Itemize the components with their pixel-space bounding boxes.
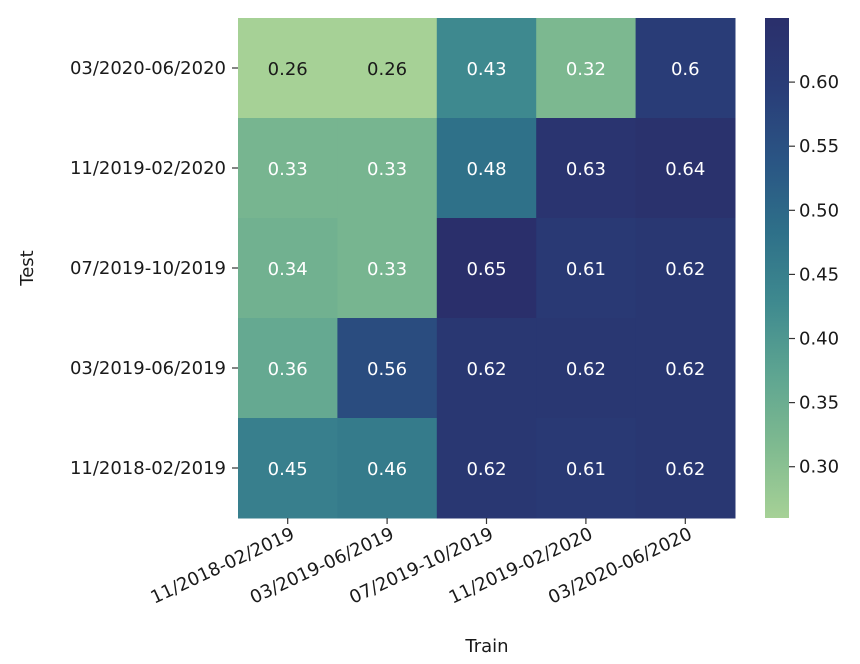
heatmap-cell [337, 418, 438, 519]
cell-value-label: 0.62 [665, 259, 705, 280]
heatmap-cell [536, 318, 637, 419]
cell-value-label: 0.26 [367, 59, 407, 80]
cell-value-label: 0.46 [367, 459, 407, 480]
heatmap-cells: 0.26 0.26 0.43 0.32 0.6 0.33 0.33 0.48 0.63 0.64 0… [238, 18, 736, 519]
colorbar-tick-label: 0.30 [799, 457, 839, 478]
cell-value-label: 0.64 [665, 159, 705, 180]
heatmap-cell [635, 418, 736, 519]
heatmap-cell [635, 18, 736, 119]
cell-value-label: 0.62 [466, 359, 506, 380]
cell-value-label: 0.63 [566, 159, 606, 180]
heatmap-cell [536, 118, 637, 219]
heatmap-cell [436, 418, 537, 519]
heatmap-cell [337, 18, 438, 119]
cell-value-label: 0.32 [566, 59, 606, 80]
y-tick-label: 11/2018-02/2019 [70, 458, 226, 479]
heatmap-cell [238, 318, 338, 419]
cell-value-label: 0.6 [671, 59, 700, 80]
colorbar-tick-label: 0.60 [799, 72, 839, 93]
y-axis: 03/2020-06/2020 11/2019-02/2020 07/2019-10… [70, 58, 238, 479]
cell-value-label: 0.62 [665, 359, 705, 380]
cell-value-label: 0.62 [466, 459, 506, 480]
y-tick-label: 11/2019-02/2020 [70, 158, 226, 179]
y-tick-label: 07/2019-10/2019 [70, 258, 226, 279]
cell-value-label: 0.33 [367, 259, 407, 280]
cell-value-label: 0.61 [566, 459, 606, 480]
heatmap-cell [635, 118, 736, 219]
colorbar-tick-label: 0.50 [799, 200, 839, 221]
heatmap-cell [436, 318, 537, 419]
heatmap-cell [536, 218, 637, 319]
heatmap-cell [337, 118, 438, 219]
cell-value-label: 0.26 [268, 59, 308, 80]
heatmap-cell [635, 218, 736, 319]
colorbar-tick-label: 0.45 [799, 264, 839, 285]
heatmap-cell [635, 318, 736, 419]
cell-value-label: 0.34 [268, 259, 308, 280]
colorbar-tick-label: 0.40 [799, 329, 839, 350]
colorbar-gradient [765, 18, 789, 518]
cell-value-label: 0.43 [466, 59, 506, 80]
cell-value-label: 0.62 [665, 459, 705, 480]
heatmap-cell [337, 218, 438, 319]
y-tick-label: 03/2019-06/2019 [70, 358, 226, 379]
heatmap-cell [536, 418, 637, 519]
colorbar: 0.30 0.35 0.40 0.45 0.50 0.55 0.60 [765, 18, 839, 518]
cell-value-label: 0.65 [466, 259, 506, 280]
colorbar-tick-label: 0.35 [799, 393, 839, 414]
cell-value-label: 0.33 [367, 159, 407, 180]
cell-value-label: 0.48 [466, 159, 506, 180]
cell-value-label: 0.62 [566, 359, 606, 380]
y-axis-label: Test [17, 250, 38, 286]
heatmap-cell [436, 218, 537, 319]
x-axis: 11/2018-02/201903/2019-06/201907/2019-10… [147, 518, 695, 608]
cell-value-label: 0.36 [268, 359, 308, 380]
heatmap-cell [238, 418, 338, 519]
colorbar-tick-label: 0.55 [799, 136, 839, 157]
heatmap-cell [238, 218, 338, 319]
heatmap-cell [238, 18, 338, 119]
heatmap-cell [436, 18, 537, 119]
y-tick-label: 03/2020-06/2020 [70, 58, 226, 79]
cell-value-label: 0.56 [367, 359, 407, 380]
cell-value-label: 0.45 [268, 459, 308, 480]
cell-value-label: 0.33 [268, 159, 308, 180]
heatmap-cell [536, 18, 637, 119]
cell-value-label: 0.61 [566, 259, 606, 280]
heatmap-cell [238, 118, 338, 219]
heatmap-cell [436, 118, 537, 219]
heatmap-cell [337, 318, 438, 419]
x-axis-label: Train [464, 636, 508, 657]
